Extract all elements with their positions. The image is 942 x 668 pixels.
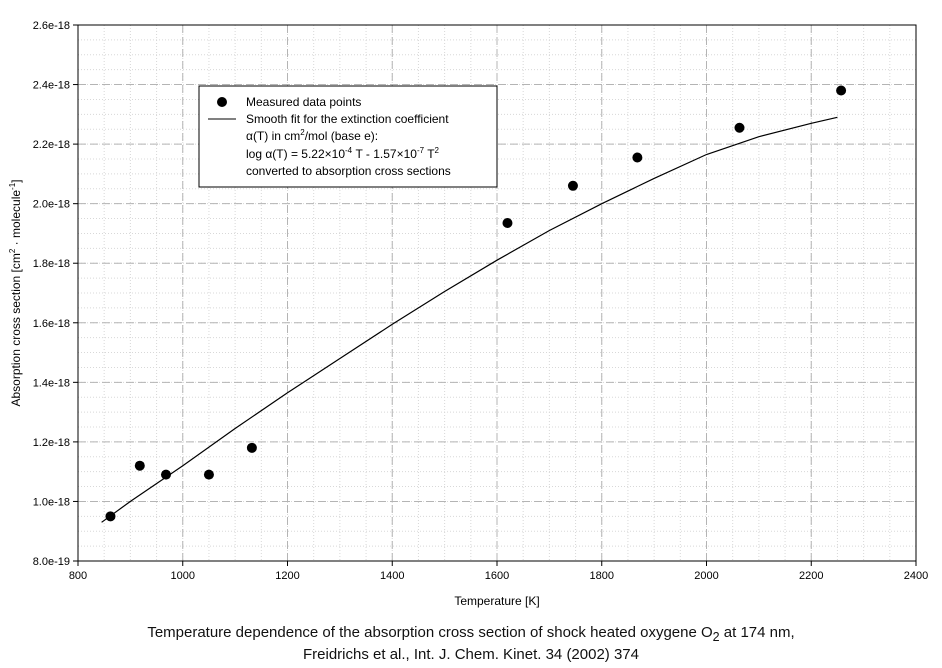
legend-label-fit-4: converted to absorption cross sections — [246, 164, 451, 178]
y-tick-label: 2.4e-18 — [33, 80, 70, 92]
legend-fit-3-sup3: 2 — [435, 146, 440, 155]
x-tick-label: 2000 — [694, 570, 718, 582]
data-point — [203, 469, 214, 480]
y-tick-label: 1.0e-18 — [33, 496, 70, 508]
legend-fit-3-b: T - 1.57×10 — [352, 147, 417, 161]
y-title-suffix: ] — [9, 179, 23, 182]
data-point — [567, 180, 578, 191]
data-point — [134, 460, 145, 471]
legend: Measured data points Smooth fit for the … — [198, 85, 498, 188]
y-title-prefix: Absorption cross section [cm — [9, 253, 23, 406]
legend-fit-2-b: /mol (base e): — [305, 129, 378, 143]
y-tick-label: 8.0e-19 — [33, 556, 70, 568]
legend-fit-3-sup1: -4 — [345, 146, 353, 155]
data-point — [502, 218, 513, 229]
y-tick-label: 1.2e-18 — [33, 437, 70, 449]
x-tick-label: 2200 — [799, 570, 823, 582]
x-tick-label: 800 — [69, 570, 87, 582]
legend-label-fit-2: α(T) in cm2/mol (base e): — [246, 128, 378, 143]
caption-line-1-prefix: Temperature dependence of the absorption… — [147, 624, 713, 641]
legend-fit-3-c: T — [424, 147, 435, 161]
x-axis-title: Temperature [K] — [454, 594, 539, 608]
series — [101, 85, 847, 523]
caption-line-2: Freidrichs et al., Int. J. Chem. Kinet. … — [303, 646, 639, 663]
y-tick-label: 2.2e-18 — [33, 139, 70, 151]
x-tick-label: 1400 — [380, 570, 404, 582]
x-tick-label: 1600 — [485, 570, 509, 582]
legend-fit-2-a: α(T) in cm — [246, 129, 300, 143]
data-point — [246, 442, 257, 453]
legend-label-points: Measured data points — [246, 95, 361, 109]
x-tick-label: 1000 — [171, 570, 195, 582]
caption-line-1-sub: 2 — [712, 630, 720, 644]
x-tick-label: 1800 — [590, 570, 614, 582]
caption-line-1-suffix: at 174 nm, — [719, 624, 795, 641]
y-title-middle: · molecule — [9, 190, 23, 249]
y-tick-label: 1.4e-18 — [33, 377, 70, 389]
data-point — [836, 85, 847, 96]
legend-fit-3-a: log α(T) = 5.22×10 — [246, 147, 345, 161]
y-tick-label: 2.6e-18 — [33, 20, 70, 32]
legend-box — [198, 85, 498, 188]
legend-fit-2-sup: 2 — [300, 128, 305, 137]
fit-curve — [101, 116, 838, 523]
data-point — [734, 122, 745, 133]
y-tick-label: 1.6e-18 — [33, 318, 70, 330]
x-tick-label: 2400 — [904, 570, 928, 582]
y-title-sup1: 2 — [8, 248, 17, 253]
data-point — [632, 152, 643, 163]
legend-label-fit-3: log α(T) = 5.22×10-4 T - 1.57×10-7 T2 — [246, 146, 440, 161]
caption-line-1: Temperature dependence of the absorption… — [0, 624, 942, 644]
legend-label-fit-1: Smooth fit for the extinction coefficien… — [246, 112, 449, 126]
legend-marker-points — [217, 97, 227, 107]
x-tick-label: 1200 — [275, 570, 299, 582]
y-tick-label: 1.8e-18 — [33, 258, 70, 270]
y-tick-label: 2.0e-18 — [33, 199, 70, 211]
data-point — [160, 469, 171, 480]
legend-fit-3-sup2: -7 — [417, 146, 425, 155]
axis-ticks: 800 1000 1200 1400 1600 1800 2000 2200 2400 8.0e-… — [33, 20, 929, 582]
y-axis-title: Absorption cross section [cm2 · molecule… — [8, 179, 23, 406]
y-title-sup2: -1 — [8, 182, 17, 190]
chart: 800 1000 1200 1400 1600 1800 2000 2200 2400 8.0e-… — [8, 20, 929, 608]
